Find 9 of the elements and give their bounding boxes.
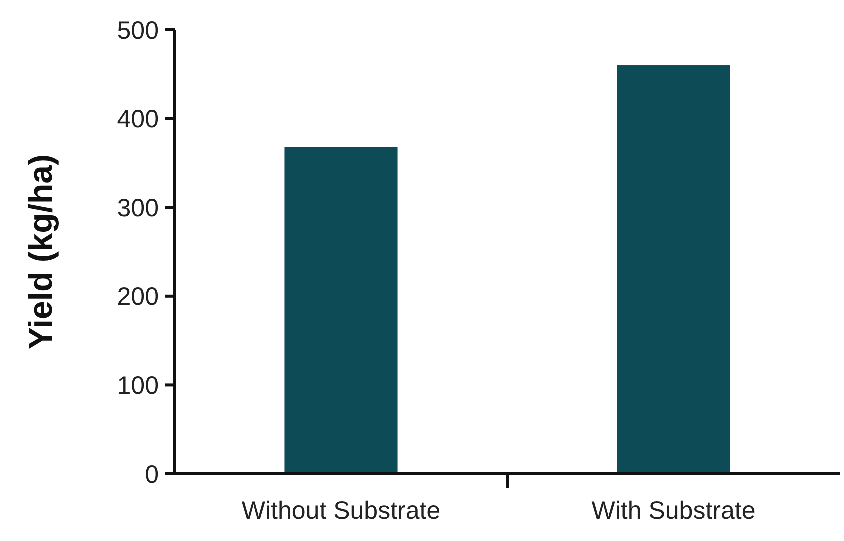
y-tick-label: 0 [145,460,159,489]
y-tick-label: 500 [117,16,159,45]
y-axis-title: Yield (kg/ha) [22,154,59,350]
y-tick-label: 100 [117,372,159,400]
x-tick-label: Without Substrate [242,497,441,525]
y-tick-label: 300 [117,194,159,222]
y-tick-label: 400 [117,106,159,134]
y-tick-label: 200 [117,283,159,312]
x-tick-label: With Substrate [592,497,756,525]
